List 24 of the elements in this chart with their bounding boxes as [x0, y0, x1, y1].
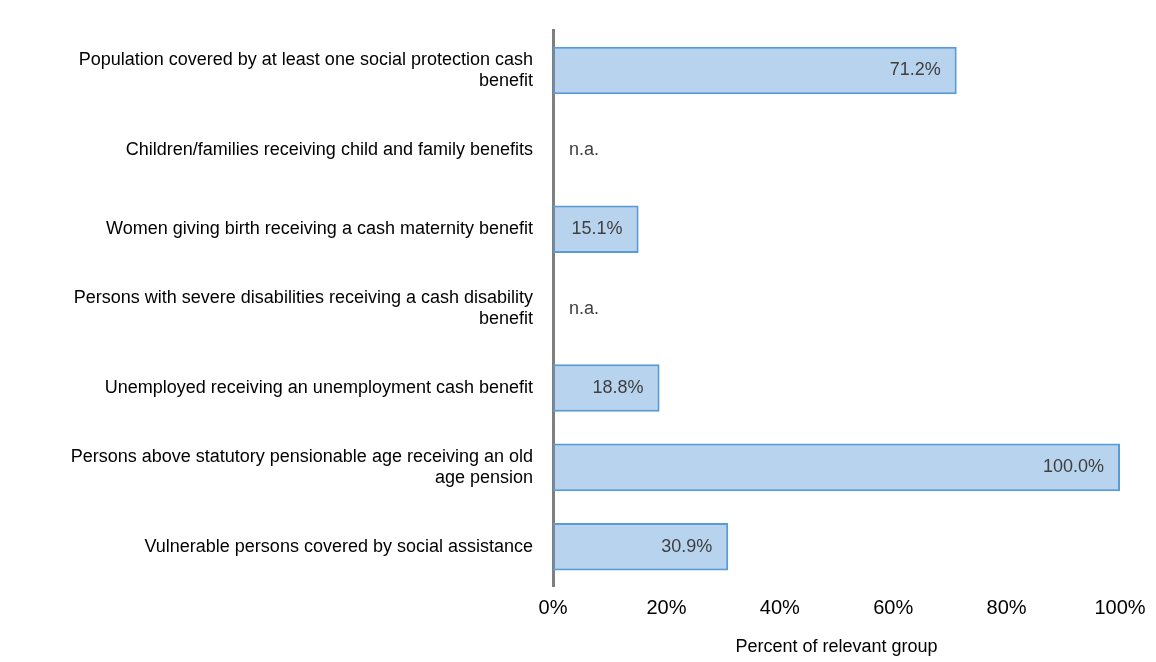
data-label: 100.0%: [1042, 456, 1104, 477]
data-label: 15.1%: [571, 218, 623, 239]
y-tick-label: Population covered by at least one social protection cash benefit: [78, 48, 533, 91]
x-tick-label: 80%: [986, 595, 1027, 618]
bar: [553, 46, 957, 95]
x-tick-label: 60%: [873, 595, 914, 618]
x-tick-label: 40%: [759, 595, 801, 618]
y-tick-label: Vulnerable persons covered by social assistance: [144, 535, 533, 556]
text: n.a.: [569, 138, 600, 159]
y-tick-label: Persons above statutory pensionable age receiving an old age pension: [70, 445, 533, 488]
data-label: 18.8%: [592, 376, 644, 397]
y-tick-label: Unemployed receiving an unemployment cash benefit: [104, 376, 533, 397]
data-label: 30.9%: [661, 535, 713, 556]
text: n.a.: [569, 297, 600, 318]
y-tick-label: Persons with severe disabilities receiving a cash disability benefit: [73, 286, 533, 329]
x-axis-title: Percent of relevant group: [735, 636, 938, 657]
x-tick-label: 0%: [538, 595, 568, 618]
y-tick-label: Children/families receiving child and family benefits: [125, 138, 533, 159]
x-tick-label: 20%: [646, 595, 687, 618]
bar: [553, 522, 729, 571]
y-tick-label: Women giving birth receiving a cash maternity benefit: [106, 218, 533, 239]
data-label: 71.2%: [889, 59, 941, 80]
bar: [553, 443, 1120, 492]
x-tick-label: 100%: [1094, 595, 1146, 618]
